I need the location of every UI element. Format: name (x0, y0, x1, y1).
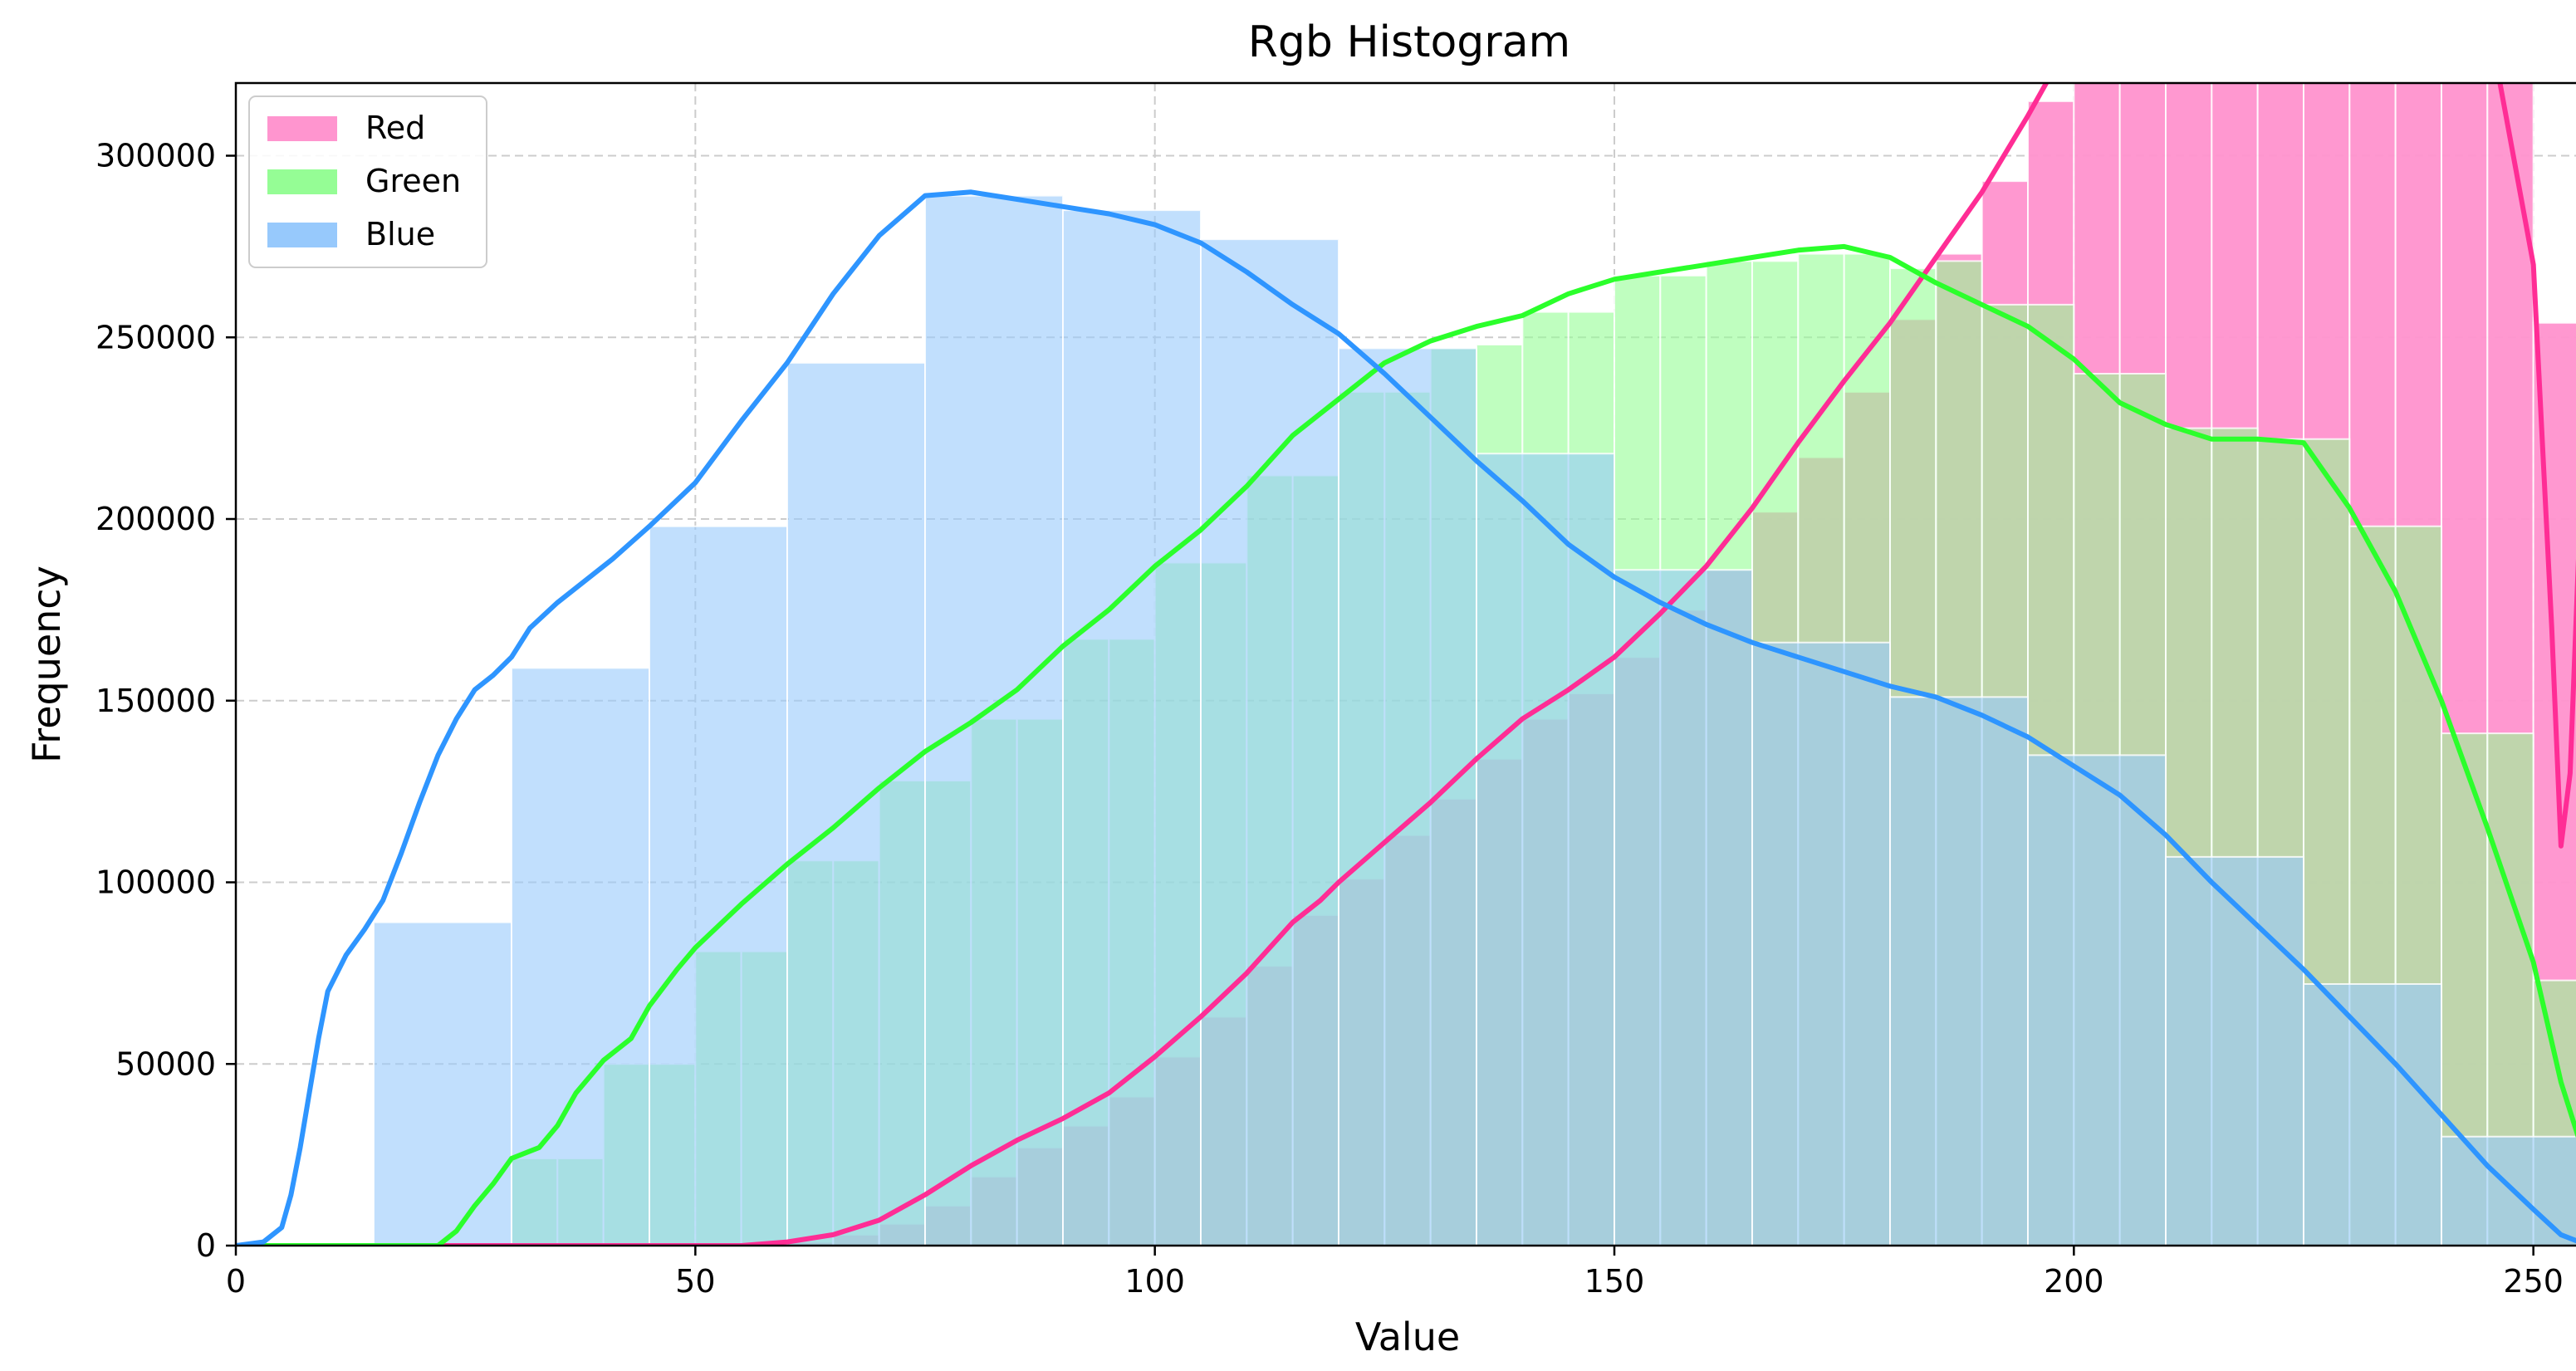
blue-bar (1476, 453, 1615, 1246)
red-density-line (236, 83, 2576, 1246)
blue-bar (924, 194, 1064, 1246)
green-legend-swatch (267, 169, 337, 194)
blue-bars (373, 194, 2576, 1246)
density-curves (236, 83, 2576, 1246)
blue-legend-swatch (267, 223, 337, 247)
y-tick-label: 100000 (95, 864, 216, 901)
blue-bar (2165, 855, 2304, 1246)
x-tick-label: 250 (2503, 1263, 2564, 1300)
blue-bar (1751, 641, 1891, 1246)
blue-bar (1614, 569, 1753, 1246)
green-legend-label: Green (365, 163, 461, 199)
blue-bar (786, 361, 926, 1246)
legend: Red Green Blue (248, 95, 487, 268)
x-tick-label: 0 (226, 1263, 246, 1300)
x-tick-label: 150 (1584, 1263, 1645, 1300)
blue-density-line (236, 189, 2576, 1246)
blue-bar (1062, 209, 1202, 1246)
y-tick-label: 150000 (95, 683, 216, 719)
x-tick-label: 100 (1124, 1263, 1185, 1300)
chart-title: Rgb Histogram (1248, 17, 1570, 67)
blue-bar (2027, 754, 2167, 1246)
y-tick-label: 200000 (95, 501, 216, 537)
red-legend-swatch (267, 116, 337, 141)
x-axis-label: Value (1355, 1315, 1460, 1359)
blue-legend-label: Blue (365, 216, 435, 252)
blue-bar (1889, 696, 2029, 1246)
y-axis-label: Frequency (24, 566, 69, 763)
blue-bar (1338, 347, 1477, 1246)
green-density-line (236, 243, 2576, 1246)
blue-bar (1200, 238, 1339, 1246)
y-tick-label: 0 (196, 1227, 216, 1264)
blue-bar (649, 525, 788, 1246)
x-tick-label: 200 (2044, 1263, 2104, 1300)
blue-bar (511, 667, 650, 1246)
blue-bar (2303, 983, 2442, 1246)
plot-frame (234, 81, 2576, 1247)
blue-bar (373, 921, 512, 1246)
x-axis-ticks: 0 50 100 150 200 250 (226, 1246, 2564, 1300)
y-tick-label: 50000 (115, 1045, 216, 1082)
y-axis-ticks: 0 50000 100000 150000 200000 250000 300000 (95, 138, 236, 1264)
y-tick-label: 250000 (95, 319, 216, 355)
red-legend-label: Red (365, 110, 425, 146)
x-tick-label: 50 (675, 1263, 715, 1300)
y-tick-label: 300000 (95, 138, 216, 174)
